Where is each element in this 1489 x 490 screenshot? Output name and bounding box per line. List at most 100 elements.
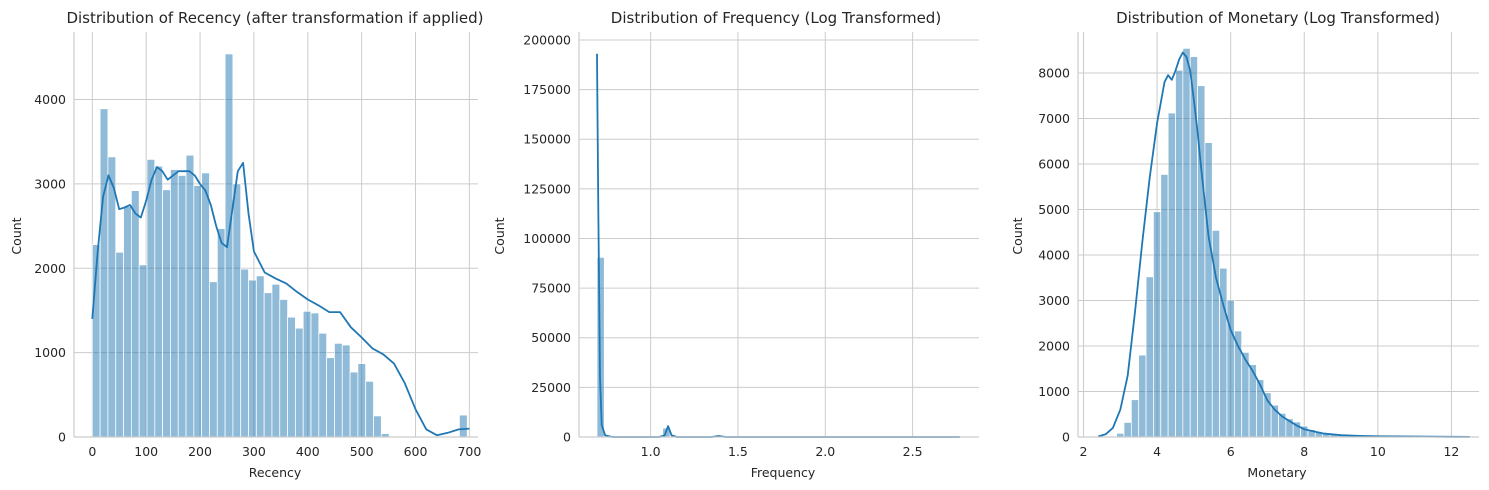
histogram-bar [185,154,195,438]
histogram-bar [1153,211,1162,438]
x-tick-label: 200 [188,444,212,459]
y-tick-label: 2000 [34,261,66,276]
y-tick-label: 0 [563,430,571,445]
histogram-bar [318,332,328,438]
histogram-bar [170,169,179,438]
chart-title: Distribution of Recency (after transform… [66,9,483,27]
histogram-bar [1175,69,1184,438]
y-tick-label: 100000 [523,231,571,246]
histogram-bar [1167,112,1176,438]
x-tick-label: 100 [134,444,158,459]
histogram-bar [349,371,359,438]
y-tick-label: 4000 [34,92,66,107]
y-tick-label: 150000 [523,132,571,147]
histogram-bar [216,228,226,438]
y-axis-label: Count [492,217,507,254]
histogram-bar [1204,142,1213,438]
histogram-bar [115,251,124,438]
y-tick-label: 25000 [531,380,571,395]
histogram-bar [193,185,203,438]
histogram-bar [248,279,257,438]
histogram-bar [1138,354,1147,438]
y-tick-label: 200000 [523,32,571,47]
y-tick-label: 2000 [1038,338,1070,353]
histogram-bar [1123,422,1132,438]
y-tick-label: 8000 [1038,65,1070,80]
histogram-bar [334,342,343,438]
y-tick-label: 3000 [1038,293,1070,308]
x-tick-label: 500 [350,444,374,459]
recency-histogram-panel: 0 100 200 300 400 500 600 70001000200030004000 … [9,9,484,480]
x-tick-label: 700 [457,444,481,459]
x-tick-label: 6 [1227,444,1235,459]
histogram-bar [255,275,265,438]
histogram-bar [295,327,304,438]
histogram-bar [287,316,296,438]
x-tick-label: 2 [1080,444,1088,459]
histogram-bar [99,108,109,438]
kde-line [91,161,470,437]
y-tick-label: 0 [58,430,66,445]
x-axis-label: Frequency [751,465,816,480]
histogram-bar [240,268,249,438]
x-tick-label: 400 [296,444,320,459]
histogram-bar [209,281,218,438]
monetary-histogram-panel: 2 4 6 8 10 12 0 1000 2000 3000 4000 5000 6000 7000 800… [1010,9,1479,480]
x-tick-label: 300 [242,444,266,459]
histogram-bar [341,344,351,438]
histogram-bar [365,380,374,438]
x-tick-label: 1.0 [641,444,661,459]
histogram-bar [162,189,171,438]
x-tick-label: 10 [1370,444,1386,459]
histogram-bar [1130,399,1140,438]
x-tick-label: 2.5 [903,444,923,459]
histogram-bar [1189,56,1198,438]
y-tick-label: 3000 [34,176,66,191]
x-tick-label: 8 [1300,444,1308,459]
y-axis-label: Count [9,217,24,254]
histogram-bar [302,310,312,438]
x-axis-label: Recency [249,465,302,480]
y-tick-label: 4000 [1038,247,1070,262]
y-tick-label: 1000 [34,345,66,360]
histogram-bar [263,292,273,438]
x-tick-label: 4 [1153,444,1161,459]
histogram-bar [357,363,367,438]
histogram-bar [154,165,163,438]
histogram-bar [459,414,468,438]
histogram-bar [271,283,281,438]
y-tick-label: 50000 [531,330,571,345]
y-axis-label: Count [1010,217,1025,254]
y-tick-label: 1000 [1038,384,1070,399]
y-tick-label: 125000 [523,181,571,196]
histogram-bar [232,183,242,438]
histogram-bar [107,156,117,438]
x-tick-label: 600 [404,444,428,459]
kde-line [596,53,960,438]
y-tick-label: 7000 [1038,111,1070,126]
frequency-histogram-panel: 1.0 1.5 2.0 2.5 0 25000 50000 75000 100000 125000… [492,9,979,480]
x-tick-label: 12 [1443,444,1459,459]
histogram-bar [279,299,288,438]
histogram-bar [1182,48,1191,438]
histogram-bar [1145,276,1154,438]
histogram-bar [177,175,187,438]
y-tick-label: 6000 [1038,156,1070,171]
histogram-bar [146,159,156,438]
histogram-bar [326,357,335,438]
chart-title: Distribution of Frequency (Log Transform… [611,9,941,27]
histogram-bar [201,172,210,438]
histogram-bar [138,264,148,438]
chart-title: Distribution of Monetary (Log Transforme… [1116,9,1440,27]
x-axis-label: Monetary [1247,465,1307,480]
histogram-bar [130,190,140,438]
histogram-bar [1160,174,1169,438]
y-tick-label: 5000 [1038,202,1070,217]
y-tick-label: 75000 [531,281,571,296]
x-tick-label: 2.0 [815,444,835,459]
histogram-bar [123,206,132,438]
kde-line [1097,51,1470,438]
x-tick-label: 0 [88,444,96,459]
histogram-bar [310,312,320,438]
